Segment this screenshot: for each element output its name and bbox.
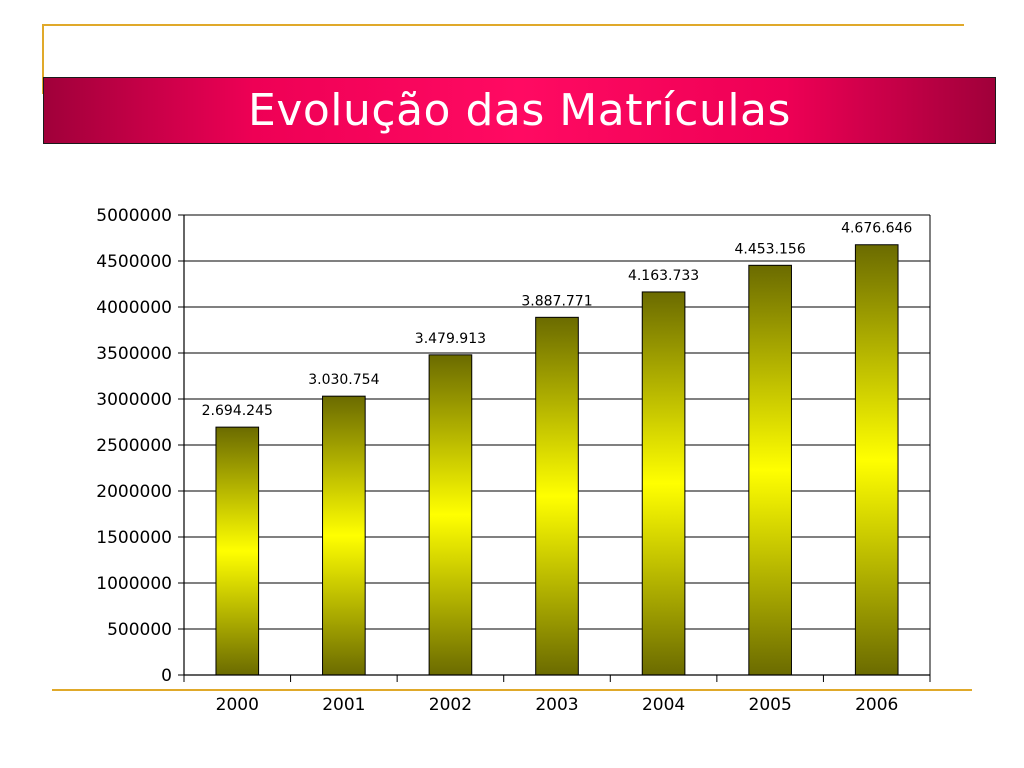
data-label-2005: 4.453.156 xyxy=(735,241,806,257)
x-tick-label-2002: 2002 xyxy=(429,695,472,715)
x-tick-label-2005: 2005 xyxy=(749,695,792,715)
y-tick-label: 4500000 xyxy=(96,252,172,272)
data-label-2003: 3.887.771 xyxy=(521,293,592,309)
bar-2004 xyxy=(641,291,686,676)
bars xyxy=(215,244,899,676)
bar-2006 xyxy=(854,244,899,676)
data-label-2006: 4.676.646 xyxy=(841,221,912,237)
bar-2002 xyxy=(428,354,473,676)
y-tick-label: 3000000 xyxy=(96,390,172,410)
x-tick-label-2003: 2003 xyxy=(535,695,578,715)
x-tick-label-2000: 2000 xyxy=(216,695,259,715)
frame-top-line xyxy=(42,24,964,26)
frame-left-line xyxy=(42,24,44,94)
y-tick-label: 5000000 xyxy=(96,206,172,226)
y-tick-label: 4000000 xyxy=(96,298,172,318)
footer-line xyxy=(52,689,972,691)
y-tick-label: 3500000 xyxy=(96,344,172,364)
bar-2003 xyxy=(535,316,579,676)
data-label-2002: 3.479.913 xyxy=(415,331,486,347)
y-tick-label: 2000000 xyxy=(96,482,172,502)
y-tick-label: 0 xyxy=(161,666,172,686)
title-banner: Evolução das Matrículas xyxy=(43,77,996,144)
data-label-2001: 3.030.754 xyxy=(308,372,379,388)
y-tick-label: 2500000 xyxy=(96,436,172,456)
x-tick-label-2004: 2004 xyxy=(642,695,685,715)
data-label-2000: 2.694.245 xyxy=(202,403,273,419)
y-tick-label: 1500000 xyxy=(96,528,172,548)
slide-title: Evolução das Matrículas xyxy=(248,85,791,136)
bar-2000 xyxy=(215,426,260,676)
axes xyxy=(178,214,931,682)
bar-2001 xyxy=(322,395,366,676)
bar-2005 xyxy=(748,264,792,676)
y-tick-label: 500000 xyxy=(107,620,172,640)
data-label-2004: 4.163.733 xyxy=(628,268,699,284)
labels: 0 500000 1000000 1500000 2000000 2500000 30000… xyxy=(96,206,912,715)
y-tick-label: 1000000 xyxy=(96,574,172,594)
x-tick-label-2001: 2001 xyxy=(322,695,365,715)
x-tick-label-2006: 2006 xyxy=(855,695,898,715)
